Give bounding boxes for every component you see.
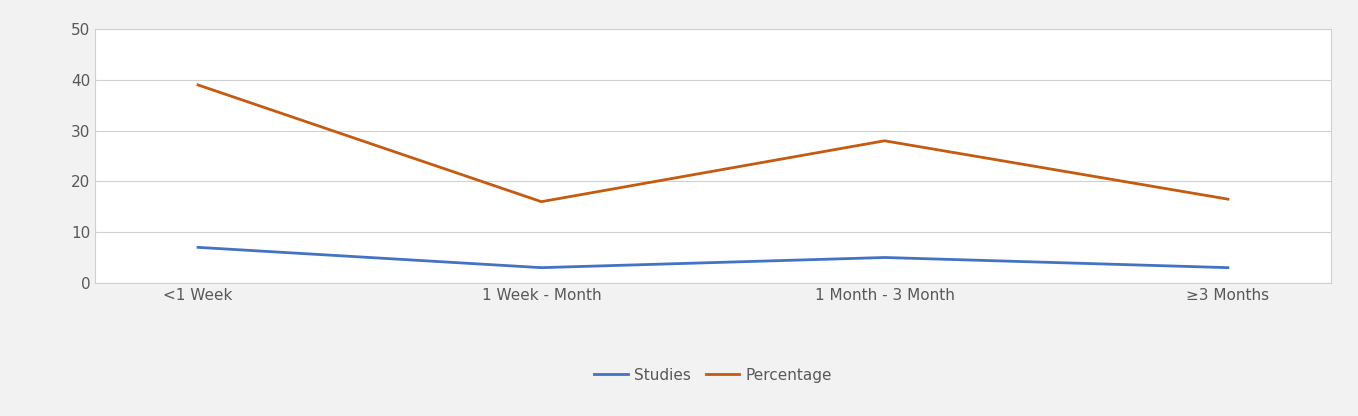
- Legend: Studies, Percentage: Studies, Percentage: [588, 362, 838, 389]
- Percentage: [534, 199, 550, 204]
- Percentage: [190, 82, 206, 87]
- Studies: [876, 255, 892, 260]
- Line: Studies: Studies: [198, 248, 1228, 267]
- Studies: [1219, 265, 1236, 270]
- Line: Percentage: Percentage: [198, 85, 1228, 202]
- Percentage: [876, 138, 892, 143]
- Studies: [534, 265, 550, 270]
- Studies: [190, 245, 206, 250]
- Percentage: [1219, 197, 1236, 202]
